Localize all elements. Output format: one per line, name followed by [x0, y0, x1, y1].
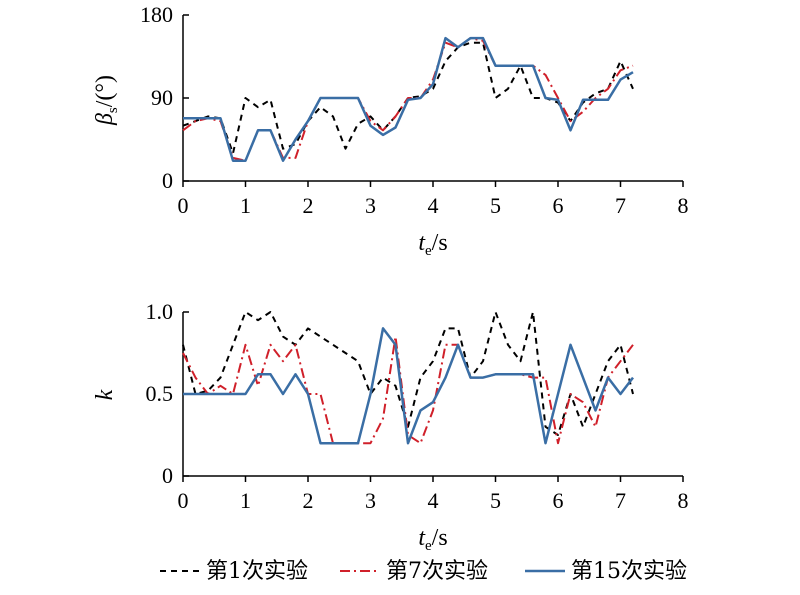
x-tick-label: 7: [615, 193, 626, 218]
y-tick-label: 1.0: [146, 299, 174, 324]
x-tick-label: 4: [428, 193, 439, 218]
legend-label-2: 第7次实验: [386, 559, 488, 584]
y-axis-label: βs/(°): [92, 75, 121, 126]
x-axis-label: te/s: [418, 525, 447, 554]
series-line-3: [183, 36, 634, 162]
legend: 第1次实验 第7次实验 第15次实验: [160, 559, 687, 584]
chart-panel-beta: 0 1 2 3 4 5 6 7 8 0 90 180 te/s βs/(°): [92, 2, 689, 259]
legend-label-3: 第15次实验: [571, 559, 687, 584]
x-tick-label: 3: [365, 488, 376, 513]
x-tick-label: 7: [615, 488, 626, 513]
y-axis-label: k: [92, 389, 118, 400]
x-tick-label: 1: [240, 488, 251, 513]
y-tick-label: 180: [140, 2, 173, 27]
series-line-2: [182, 335, 634, 445]
y-tick-label: 0.5: [146, 381, 174, 406]
x-tick-label: 2: [303, 488, 314, 513]
series-line-1: [182, 311, 634, 436]
series-line-3: [183, 327, 634, 445]
y-tick-label: 90: [151, 85, 173, 110]
x-tick-label: 5: [490, 193, 501, 218]
x-tick-label: 6: [553, 488, 564, 513]
x-tick-label: 0: [178, 488, 189, 513]
x-tick-label: 5: [490, 488, 501, 513]
x-tick-label: 8: [678, 488, 689, 513]
x-tick-label: 2: [303, 193, 314, 218]
x-tick-label: 6: [553, 193, 564, 218]
x-tick-label: 8: [678, 193, 689, 218]
x-tick-label: 3: [365, 193, 376, 218]
x-tick-label: 1: [240, 193, 251, 218]
x-axis-label: te/s: [418, 230, 447, 259]
chart-panel-k: 0 1 2 3 4 5 6 7 8 0 0.5 1.0 te/s k: [92, 299, 689, 554]
x-tick-label: 4: [428, 488, 439, 513]
y-tick-label: 0: [162, 463, 173, 488]
legend-label-1: 第1次实验: [206, 559, 308, 584]
y-tick-label: 0: [162, 168, 173, 193]
x-tick-label: 0: [178, 193, 189, 218]
